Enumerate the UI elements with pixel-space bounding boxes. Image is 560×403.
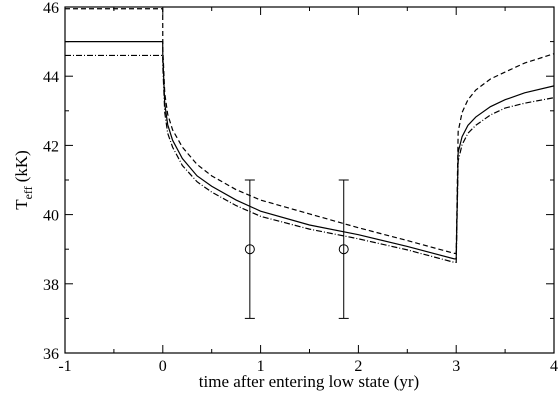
y-tick-label: 46	[43, 0, 59, 17]
series-dashed-line	[65, 8, 555, 254]
y-axis-label-sub: eff	[21, 186, 35, 199]
series-solid-line	[65, 40, 555, 260]
x-tick-label: 1	[257, 358, 265, 375]
x-tick-label: 4	[550, 358, 558, 375]
y-axis-label: Teff (kK)	[12, 150, 35, 210]
x-axis-label: time after entering low state (yr)	[199, 372, 419, 391]
y-axis-label-main: T	[12, 199, 31, 210]
y-tick-label: 36	[43, 346, 59, 363]
y-tick-label: 44	[43, 69, 59, 86]
x-tick-label: -1	[58, 358, 71, 375]
axis-ticks	[64, 6, 555, 354]
y-tick-label: 38	[43, 277, 59, 294]
x-tick-label: 0	[159, 358, 167, 375]
series-dashdot-line	[65, 54, 555, 263]
x-tick-label: 2	[354, 358, 362, 375]
observation-marker	[244, 244, 255, 255]
series-layer	[65, 8, 555, 263]
y-tick-label: 40	[43, 208, 59, 225]
plot-frame	[64, 6, 555, 354]
observation-marker	[338, 244, 349, 255]
y-tick-label: 42	[43, 138, 59, 155]
y-axis-label-unit: (kK)	[12, 150, 31, 182]
observations-layer	[244, 179, 349, 319]
x-tick-label: 3	[452, 358, 460, 375]
